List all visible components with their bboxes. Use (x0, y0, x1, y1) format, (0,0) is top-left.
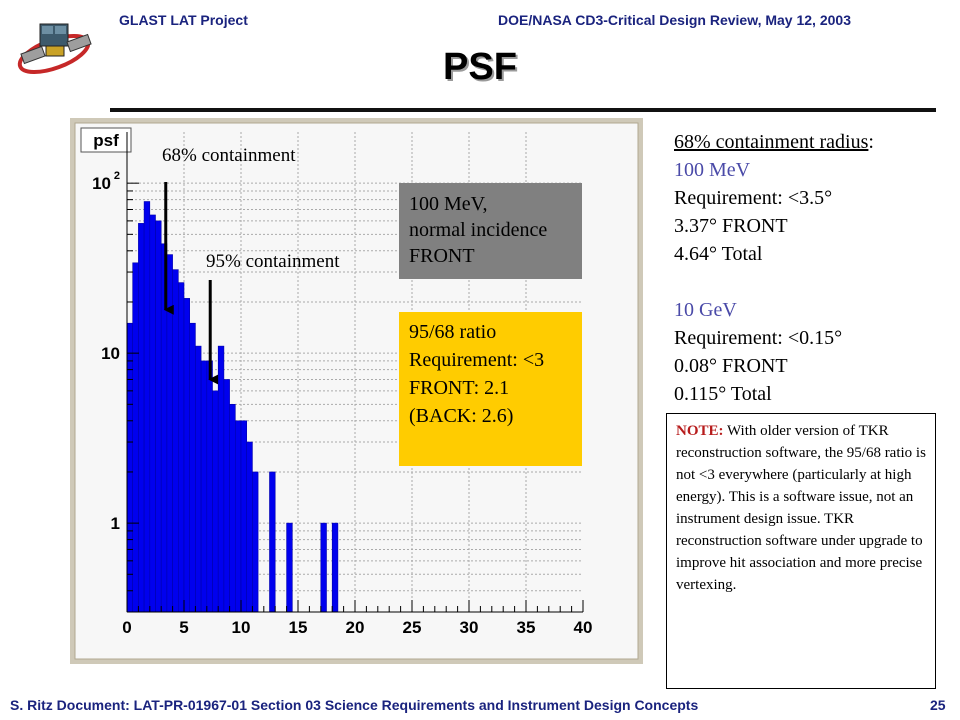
histogram-bar (206, 360, 213, 613)
energy-incidence-box: 100 MeV, normal incidence FRONT (399, 183, 582, 279)
x-tick-label: 0 (122, 618, 131, 637)
summary-heading-line: 68% containment radius: (674, 128, 874, 156)
histogram-bar (183, 298, 190, 613)
x-tick-label: 40 (574, 618, 593, 637)
histogram-bar (172, 269, 179, 613)
x-tick-label: 35 (517, 618, 536, 637)
ratio-box-line: (BACK: 2.6) (409, 405, 514, 427)
summary-line: 0.115° Total (674, 383, 772, 405)
summary-heading-colon: : (868, 131, 874, 153)
histogram-bar (200, 360, 208, 613)
ratio-box-line: 95/68 ratio (409, 321, 497, 343)
histogram-bar (229, 404, 236, 613)
annotation-68-containment: 68% containment (162, 145, 296, 166)
plot-label-box (80, 127, 132, 153)
histogram-bar (149, 214, 156, 613)
histogram-bar (320, 522, 327, 613)
histogram-bar (331, 522, 339, 613)
x-tick-label: 20 (346, 618, 365, 637)
histogram-bar (235, 420, 242, 613)
y-tick-label: 10 (101, 344, 120, 363)
histogram-bar (143, 201, 151, 613)
containment-summary: 68% containment radius: 100 MeV Requirem… (674, 128, 874, 408)
histogram-bar (286, 522, 293, 613)
note-text: With older version of TKR reconstruction… (676, 423, 926, 593)
histogram-bar (212, 390, 219, 613)
ratio-box-line: Requirement: <3 (409, 349, 545, 371)
histogram-bar (166, 254, 173, 613)
histogram-bar (132, 262, 139, 613)
slide-title: PSF (443, 46, 517, 88)
histogram-bar (246, 441, 253, 613)
x-tick-label: 15 (289, 618, 308, 637)
histogram-bar (195, 345, 202, 613)
header-review: DOE/NASA CD3-Critical Design Review, May… (498, 12, 851, 28)
histogram-bar (189, 322, 196, 613)
grey-box-line: FRONT (409, 245, 475, 267)
y-tick-label: 1 (111, 514, 120, 533)
summary-line: Requirement: <3.5° (674, 187, 833, 209)
histogram-bar (240, 420, 247, 613)
histogram-bar (178, 282, 185, 613)
x-tick-label: 30 (460, 618, 479, 637)
grey-box-line: 100 MeV, (409, 193, 488, 215)
x-tick-label: 10 (232, 618, 251, 637)
summary-gap (674, 268, 874, 296)
summary-line: 3.37° FRONT (674, 215, 788, 237)
histogram-bar (155, 220, 162, 613)
ratio-box-line: FRONT: 2.1 (409, 377, 510, 399)
histogram-bar (269, 471, 276, 613)
header-project: GLAST LAT Project (119, 12, 248, 28)
ratio-box: 95/68 ratio Requirement: <3 FRONT: 2.1 (… (399, 312, 582, 466)
x-tick-label: 5 (179, 618, 188, 637)
histogram-bar (223, 379, 230, 613)
y-tick-label-exponent: 2 (114, 170, 120, 182)
histogram-bar (252, 471, 259, 613)
note-box: NOTE: With older version of TKR reconstr… (666, 413, 936, 689)
summary-heading: 68% containment radius (674, 131, 869, 153)
histogram-bar (138, 223, 145, 613)
summary-line: 4.64° Total (674, 243, 763, 265)
summary-line: 0.08° FRONT (674, 355, 788, 377)
footer-text: S. Ritz Document: LAT-PR-01967-01 Sectio… (10, 697, 699, 713)
x-tick-label: 25 (403, 618, 422, 637)
annotation-95-containment: 95% containment (206, 251, 340, 272)
note-label: NOTE: (676, 423, 724, 439)
title-rule (110, 108, 936, 112)
glast-satellite-logo (17, 23, 92, 75)
grey-box-line: normal incidence (409, 219, 548, 241)
page-number: 25 (930, 697, 946, 713)
histogram-bar (217, 345, 225, 613)
y-tick-label: 10 (92, 174, 111, 193)
histogram-bar (126, 322, 133, 613)
summary-line: Requirement: <0.15° (674, 327, 843, 349)
plot-label: psf (93, 131, 119, 150)
energy-100mev: 100 MeV (674, 159, 751, 181)
energy-10gev: 10 GeV (674, 299, 737, 321)
